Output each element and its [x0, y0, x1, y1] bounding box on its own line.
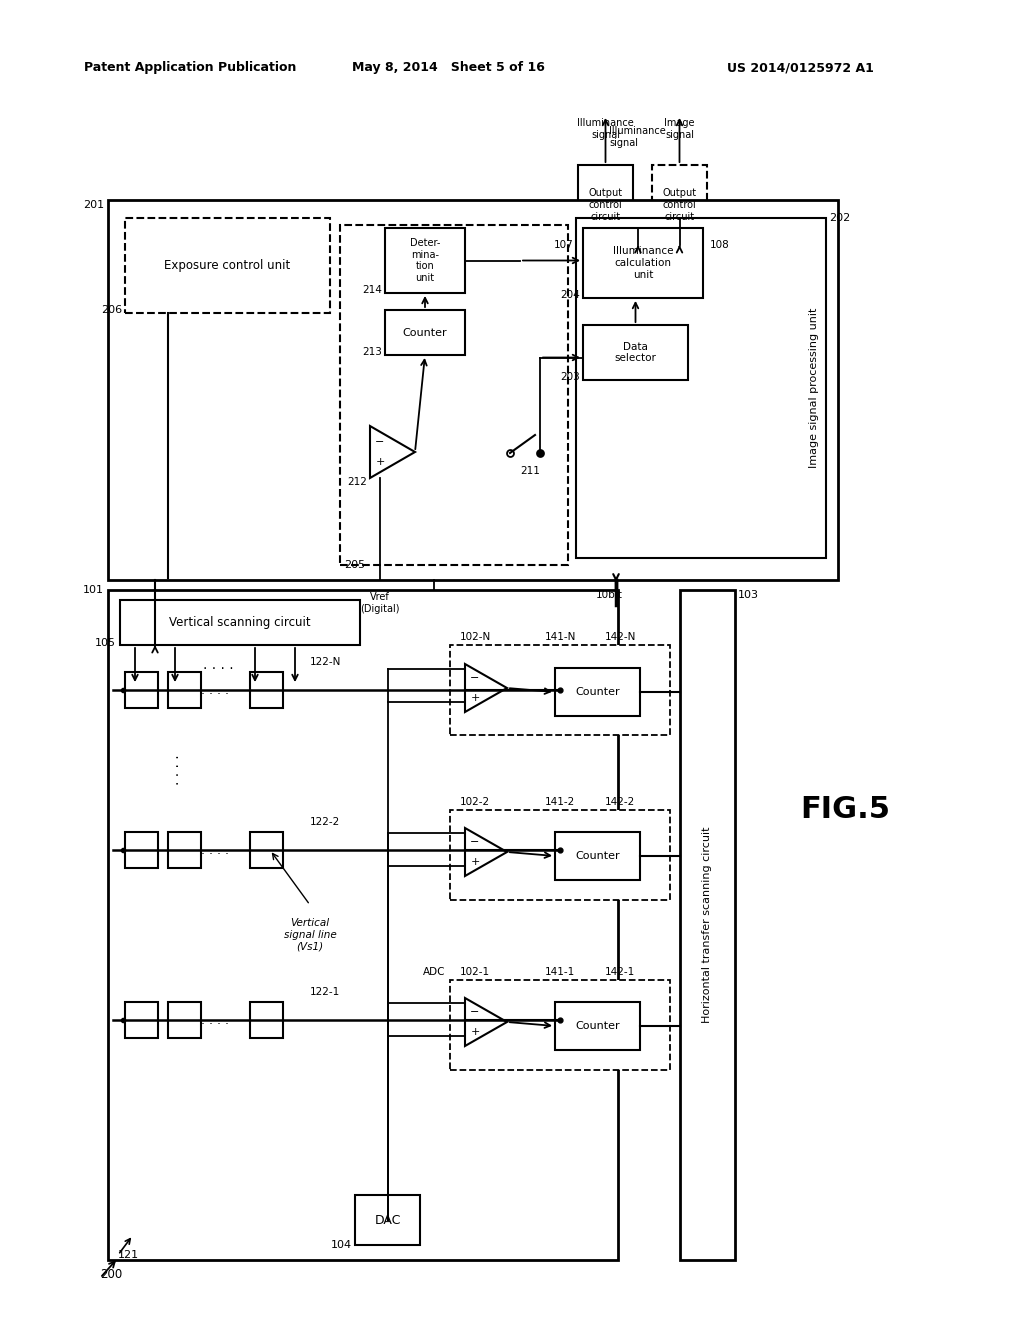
Text: Image
signal: Image signal — [665, 119, 694, 140]
Bar — [555, 668, 640, 715]
Text: Illuminance
calculation
unit: Illuminance calculation unit — [612, 247, 673, 280]
Text: 214: 214 — [362, 285, 382, 294]
Bar — [125, 218, 330, 313]
Text: 10bit: 10bit — [596, 590, 623, 601]
Text: Illuminance
signal: Illuminance signal — [578, 119, 634, 140]
Text: . . . .: . . . . — [201, 684, 229, 697]
Bar — [583, 228, 703, 298]
Text: Illuminance
signal: Illuminance signal — [609, 127, 667, 148]
Text: . . . .: . . . . — [201, 1014, 229, 1027]
Text: 103: 103 — [738, 590, 759, 601]
Bar — [250, 1002, 283, 1038]
Bar — [120, 601, 360, 645]
Bar — [168, 1002, 201, 1038]
Bar — [168, 672, 201, 708]
Text: . . . .: . . . . — [168, 755, 182, 785]
Text: 107: 107 — [554, 240, 574, 249]
Text: 141-N: 141-N — [545, 632, 577, 642]
Text: 122-1: 122-1 — [310, 987, 340, 997]
Text: 205: 205 — [344, 560, 366, 570]
Bar — [680, 590, 735, 1261]
Text: 202: 202 — [829, 213, 850, 223]
Text: Counter: Counter — [575, 686, 620, 697]
Bar — [250, 672, 283, 708]
Bar — [575, 218, 826, 558]
Text: Deter-
mina-
tion
unit: Deter- mina- tion unit — [410, 238, 440, 282]
Text: 122-N: 122-N — [310, 657, 341, 667]
Text: 141-2: 141-2 — [545, 797, 575, 807]
Text: Data
selector: Data selector — [614, 342, 656, 363]
Text: Counter: Counter — [575, 1020, 620, 1031]
Text: Vertical
signal line
(Vs1): Vertical signal line (Vs1) — [284, 919, 336, 952]
Text: 204: 204 — [560, 290, 580, 300]
Text: 211: 211 — [520, 466, 540, 477]
Text: 121: 121 — [118, 1250, 139, 1261]
Text: +: + — [376, 457, 385, 467]
Text: +: + — [470, 693, 479, 704]
Text: US 2014/0125972 A1: US 2014/0125972 A1 — [727, 62, 873, 74]
Text: 142-1: 142-1 — [605, 968, 635, 977]
Text: 141-1: 141-1 — [545, 968, 575, 977]
Text: 142-2: 142-2 — [605, 797, 635, 807]
Text: ADC: ADC — [423, 968, 445, 977]
Text: 200: 200 — [100, 1269, 122, 1282]
Bar — [355, 1195, 420, 1245]
Bar — [385, 310, 465, 355]
Text: 142-N: 142-N — [605, 632, 636, 642]
Text: 102-2: 102-2 — [460, 797, 490, 807]
Text: Output
control
circuit: Output control circuit — [589, 189, 623, 222]
Text: Image signal processing unit: Image signal processing unit — [809, 308, 819, 469]
Text: May 8, 2014   Sheet 5 of 16: May 8, 2014 Sheet 5 of 16 — [351, 62, 545, 74]
Text: Patent Application Publication: Patent Application Publication — [84, 62, 296, 74]
Bar — [250, 832, 283, 869]
Text: +: + — [470, 1027, 479, 1038]
Text: 201: 201 — [83, 201, 104, 210]
Text: . . . .: . . . . — [203, 657, 233, 672]
Text: Horizontal transfer scanning circuit: Horizontal transfer scanning circuit — [702, 826, 713, 1023]
Text: 102-N: 102-N — [460, 632, 492, 642]
Text: FIG.5: FIG.5 — [800, 796, 890, 825]
Text: Vref
(Digital): Vref (Digital) — [360, 591, 399, 614]
Text: Output
control
circuit: Output control circuit — [663, 189, 696, 222]
Bar — [125, 832, 158, 869]
Text: Exposure control unit: Exposure control unit — [165, 259, 291, 272]
Text: 213: 213 — [362, 347, 382, 356]
Text: +: + — [470, 857, 479, 867]
Bar — [125, 1002, 158, 1038]
Bar — [578, 165, 633, 246]
Text: 104: 104 — [331, 1239, 352, 1250]
Text: −: − — [470, 837, 479, 847]
Text: 101: 101 — [83, 585, 104, 595]
Text: 203: 203 — [560, 372, 580, 381]
Bar — [652, 165, 707, 246]
Bar — [555, 1002, 640, 1049]
Text: −: − — [470, 673, 479, 682]
Text: DAC: DAC — [375, 1213, 400, 1226]
Bar — [450, 979, 670, 1071]
Text: 105: 105 — [95, 638, 116, 648]
Text: Vertical scanning circuit: Vertical scanning circuit — [169, 616, 311, 630]
Text: 206: 206 — [101, 305, 122, 315]
Bar — [450, 810, 670, 900]
Text: −: − — [470, 1007, 479, 1016]
Text: −: − — [376, 437, 385, 447]
Text: Counter: Counter — [575, 851, 620, 861]
Bar — [168, 832, 201, 869]
Bar — [555, 832, 640, 880]
Text: 108: 108 — [710, 240, 730, 249]
Bar — [108, 590, 618, 1261]
Bar — [108, 201, 838, 579]
Text: Counter: Counter — [402, 327, 447, 338]
Text: 102-1: 102-1 — [460, 968, 490, 977]
Bar — [125, 672, 158, 708]
Bar — [450, 645, 670, 735]
Text: 122-2: 122-2 — [310, 817, 340, 828]
Bar — [385, 228, 465, 293]
Text: 212: 212 — [347, 477, 367, 487]
Bar — [340, 224, 568, 565]
Text: . . . .: . . . . — [201, 843, 229, 857]
Bar — [583, 325, 688, 380]
